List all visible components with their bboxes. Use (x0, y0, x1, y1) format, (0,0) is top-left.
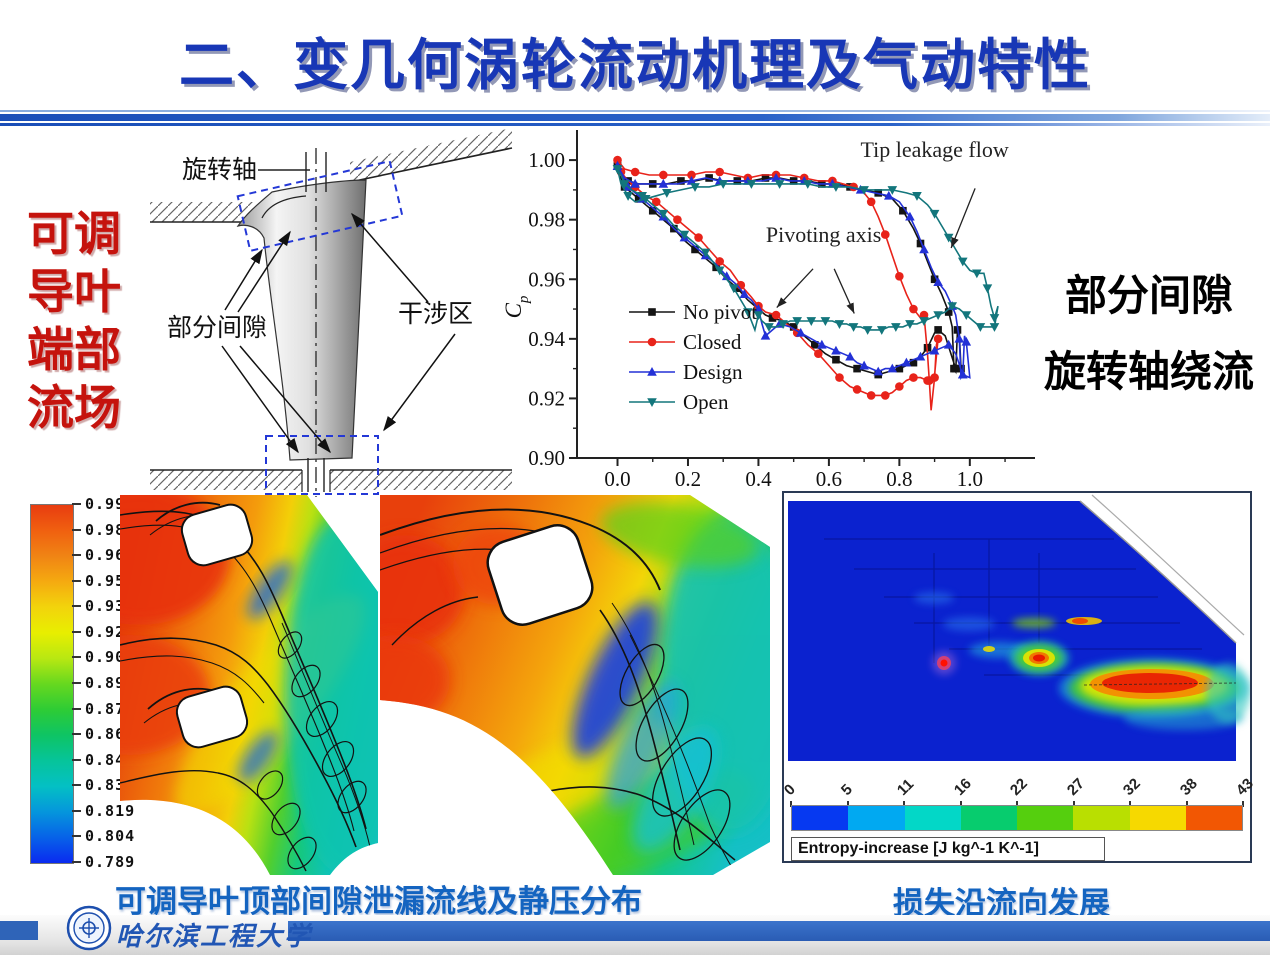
title-divider-line-bottom (0, 123, 1270, 126)
x-tick-label: 0.8 (886, 467, 912, 490)
x-tick-label: 0.4 (745, 467, 772, 490)
y-axis-label: Cp (505, 295, 532, 318)
title-divider-line-top (0, 110, 1270, 112)
university-logo (66, 905, 112, 951)
entropy-tick-label: 43 (1232, 775, 1257, 799)
entropy-hotspot-vortex (1009, 641, 1069, 675)
vane-tip-section (175, 685, 249, 749)
entropy-colorbar-segment (848, 806, 905, 830)
interference-arrow (351, 212, 429, 303)
entropy-units-box: Entropy-increase [J kg^-1 K^-1] (791, 837, 1105, 861)
entropy-colorbar-segment (1129, 806, 1186, 830)
y-tick-label: 1.00 (528, 148, 565, 172)
footer-accent-square (0, 921, 38, 940)
left-topic-label: 可调 导叶 端部 流场 (14, 205, 134, 437)
series-line-open (616, 168, 999, 333)
entropy-contour (788, 494, 1250, 761)
legend-label: Open (683, 390, 729, 414)
pressure-scale-value: 0.819 (72, 802, 135, 820)
entropy-units-label: Entropy-increase [J kg^-1 K^-1] (798, 840, 1039, 857)
entropy-colorbar (791, 805, 1243, 831)
series-line-no-pivot (616, 165, 965, 376)
entropy-colorbar-segment (1185, 806, 1242, 830)
vane-tip-section-zoom (486, 524, 594, 626)
entropy-hotspot-large (1059, 658, 1250, 730)
entropy-colorbar-segment (792, 806, 849, 830)
label-pivot-shaft: 旋转轴 (182, 156, 257, 184)
right-note-line: 旋转轴绕流 (1043, 348, 1254, 395)
right-note: 部分间隙 旋转轴绕流 (1035, 258, 1263, 410)
clearance-arrow (221, 345, 299, 454)
pressure-scale-value: 0.804 (72, 827, 135, 845)
pressure-color-scale: 0.996 0.981 0.966 0.952 0.937 0.922 0.907 0.893… (26, 495, 134, 871)
entropy-colorbar-segment (1017, 806, 1074, 830)
bottom-wall-hatch (150, 470, 302, 490)
page-title: 二、变几何涡轮流动机理及气动特性 (178, 34, 1091, 96)
university-name: 哈尔滨工程大学 (116, 922, 313, 952)
entropy-tick-label: 5 (837, 781, 856, 799)
entropy-colorbar-segment (1073, 806, 1130, 830)
y-tick-label: 0.92 (528, 386, 565, 410)
label-partial-clearance: 部分间隙 (167, 314, 267, 342)
pressure-contour-zoom (380, 495, 770, 875)
entropy-tick-label: 0 (780, 781, 799, 799)
entropy-tick-label: 27 (1063, 775, 1088, 799)
left-topic-line: 端部 (27, 323, 121, 376)
chart-annotation: Pivoting axis (766, 222, 882, 247)
entropy-tick-label: 22 (1006, 775, 1031, 799)
left-topic-line: 导叶 (27, 265, 121, 318)
cp-chart: 0.90 0.92 0.94 0.96 0.98 1.00 0.0 0.2 0.4 0.6 0.8 1… (505, 130, 1035, 490)
label-interference-zone: 干涉区 (398, 300, 473, 328)
legend-label: No pivot (683, 300, 757, 324)
legend-label: Design (683, 360, 743, 384)
pressure-contour-two-vanes (120, 495, 378, 875)
y-tick-label: 0.94 (528, 327, 565, 351)
bottom-wall-hatch (330, 470, 512, 490)
left-topic-line: 流场 (27, 381, 121, 434)
x-tick-label: 0.0 (604, 467, 630, 490)
entropy-colorbar-segment (960, 806, 1017, 830)
y-tick-label: 0.98 (528, 208, 565, 232)
entropy-colorbar-segment (904, 806, 961, 830)
x-tick-label: 1.0 (957, 467, 983, 490)
y-tick-label: 0.96 (528, 267, 565, 291)
entropy-tick-label: 16 (950, 775, 975, 799)
entropy-scale-ticks: 0 5 11 16 22 27 32 38 43 (781, 765, 1257, 807)
clearance-arrow (239, 345, 331, 454)
title-divider-line-main (0, 114, 1270, 121)
interference-arrow (383, 333, 456, 432)
x-tick-label: 0.2 (675, 467, 701, 490)
entropy-tick-label: 11 (893, 775, 918, 799)
caption-left: 可调导叶顶部间隙泄漏流线及静压分布 (115, 884, 642, 919)
pressure-scale-value: 0.789 (72, 853, 135, 871)
vane-diagram: 旋转轴 部分间隙 干涉区 (150, 128, 513, 497)
clearance-arrow (224, 248, 263, 311)
entropy-figure: 0 5 11 16 22 27 32 38 43 Entropy-increase [J kg^… (781, 491, 1257, 863)
entropy-hotspot-small (932, 651, 956, 675)
y-tick-label: 0.90 (528, 446, 565, 470)
chart-annotation: Tip leakage flow (860, 137, 1008, 162)
right-note-line: 部分间隙 (1064, 272, 1233, 319)
pressure-scale-bar (30, 504, 74, 864)
entropy-tick-label: 38 (1176, 775, 1201, 799)
top-right-wall-hatch (350, 128, 512, 182)
left-topic-line: 可调 (27, 207, 121, 260)
vane-blade (236, 179, 367, 461)
footer-accent-bar (288, 921, 1270, 941)
clearance-arrow (237, 230, 291, 313)
vane-tip-section (180, 503, 254, 567)
entropy-tick-label: 32 (1119, 775, 1144, 799)
legend-label: Closed (683, 330, 742, 354)
x-tick-label: 0.6 (816, 467, 842, 490)
